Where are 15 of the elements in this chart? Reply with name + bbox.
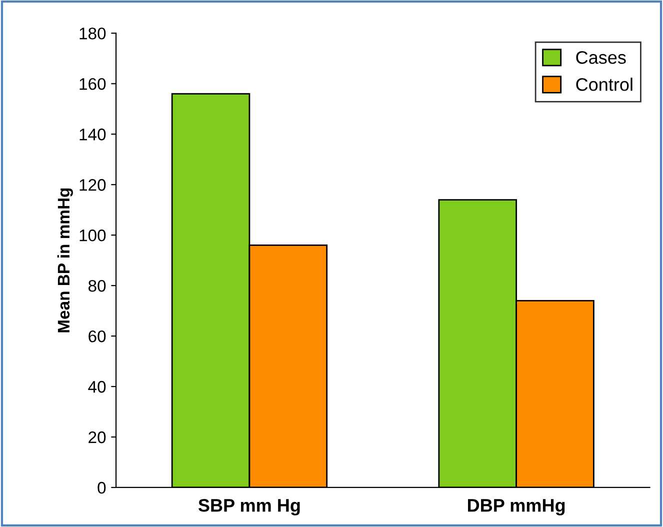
y-tick-label: 40 — [88, 380, 106, 393]
legend-label: Control — [576, 78, 632, 91]
y-tick-label: 20 — [88, 431, 106, 444]
x-tick-label: SBP mm Hg — [198, 498, 300, 516]
y-tick-label: 100 — [80, 230, 106, 242]
y-tick-label: 120 — [80, 179, 106, 191]
y-tick-label: 0 — [98, 482, 106, 494]
y-tick-label: 140 — [80, 128, 106, 140]
y-tick-label: 60 — [88, 330, 106, 342]
y-axis-title: Mean BP in mmHg — [57, 188, 73, 332]
y-tick-label: 160 — [80, 78, 106, 90]
y-tick-label: 180 — [80, 28, 106, 40]
x-tick-label: DBP mmHg — [468, 499, 565, 516]
y-tick-label: 80 — [88, 280, 106, 292]
legend-label: Cases — [576, 51, 626, 64]
